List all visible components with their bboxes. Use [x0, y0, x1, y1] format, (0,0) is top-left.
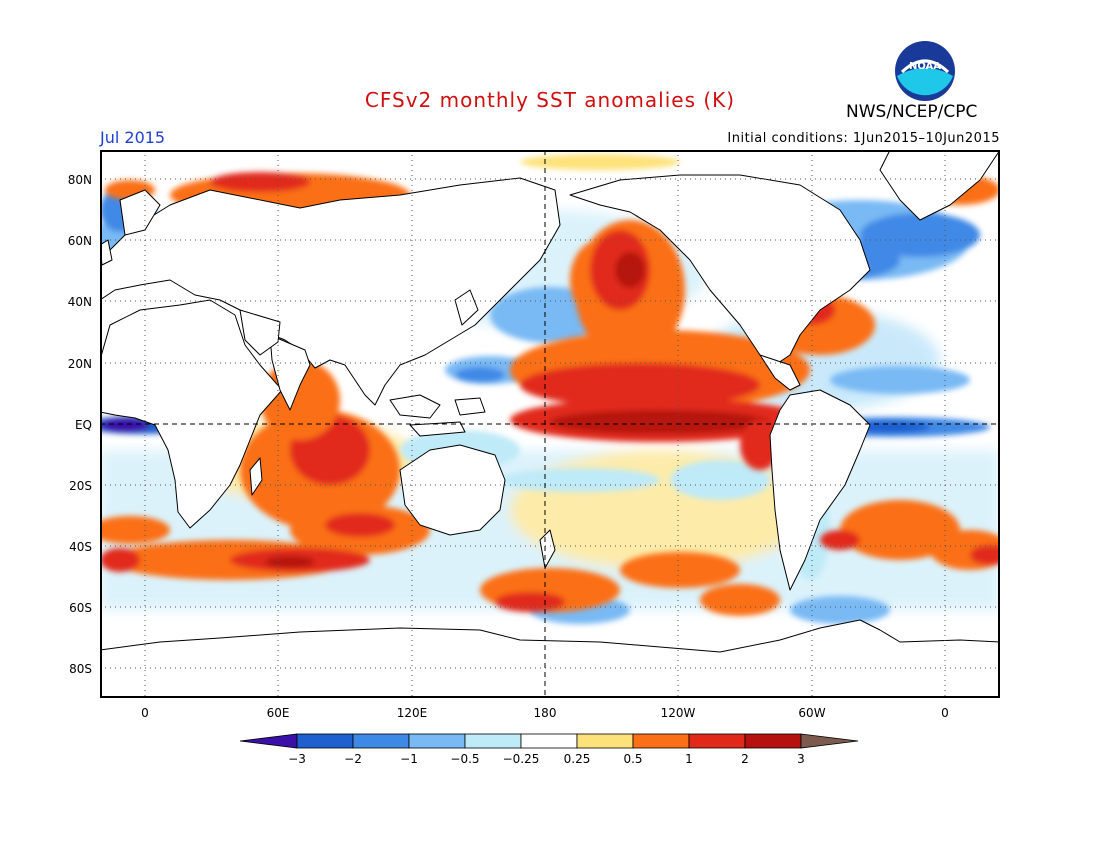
- anomaly-field: [100, 150, 1000, 698]
- initial-conditions: Initial conditions: 1Jun2015–10Jun2015: [727, 131, 1000, 146]
- lat-label-80s: 80S: [69, 662, 92, 676]
- legend-swatch: [352, 733, 410, 749]
- legend-swatch: [520, 733, 578, 749]
- legend-level-label: −0.25: [502, 752, 540, 766]
- legend-level-label: −1: [400, 752, 418, 766]
- color-legend: [239, 733, 859, 749]
- lat-label-20n: 20N: [67, 357, 92, 371]
- legend-arrow-low: [239, 733, 298, 749]
- lat-label-20s: 20S: [69, 479, 92, 493]
- legend-level-label: −2: [344, 752, 362, 766]
- lon-label-60e: 60E: [266, 706, 290, 720]
- sst-anomaly-map: [100, 150, 1000, 698]
- legend-level-label: 1: [685, 752, 693, 766]
- legend-level-label: 3: [797, 752, 805, 766]
- forecast-month: Jul 2015: [100, 128, 166, 147]
- legend-swatch: [296, 733, 354, 749]
- legend-level-label: −3: [288, 752, 306, 766]
- lon-label-120e: 120E: [396, 706, 428, 720]
- legend-swatch: [688, 733, 746, 749]
- lon-label-0: 0: [141, 706, 149, 720]
- legend-level-label: 0.25: [563, 752, 591, 766]
- legend-arrow-high: [800, 733, 859, 749]
- map-frame: [100, 150, 1000, 698]
- agency-label: NWS/NCEP/CPC: [846, 102, 978, 122]
- legend-level-label: −0.5: [450, 752, 480, 766]
- legend-swatch: [408, 733, 466, 749]
- lat-label-60s: 60S: [69, 601, 92, 615]
- legend-level-label: 2: [741, 752, 749, 766]
- legend-swatch: [464, 733, 522, 749]
- lat-label-60n: 60N: [67, 234, 92, 248]
- lon-label-0-east: 0: [941, 706, 949, 720]
- legend-level-label: 0.5: [623, 752, 643, 766]
- lat-label-eq: EQ: [74, 418, 92, 432]
- lon-label-180: 180: [533, 706, 557, 720]
- lon-label-60w: 60W: [798, 706, 826, 720]
- legend-swatch: [632, 733, 690, 749]
- lat-lon-grid: [100, 150, 1000, 698]
- legend-swatch: [576, 733, 634, 749]
- map-title: CFSv2 monthly SST anomalies (K): [364, 88, 736, 112]
- lat-label-40n: 40N: [67, 295, 92, 309]
- lat-label-80n: 80N: [67, 173, 92, 187]
- legend-swatch: [744, 733, 802, 749]
- continents: [100, 150, 1000, 698]
- logo-text: NOAA: [909, 61, 941, 72]
- noaa-logo: NOAA: [895, 41, 955, 101]
- lon-label-120w: 120W: [660, 706, 696, 720]
- lat-label-40s: 40S: [69, 540, 92, 554]
